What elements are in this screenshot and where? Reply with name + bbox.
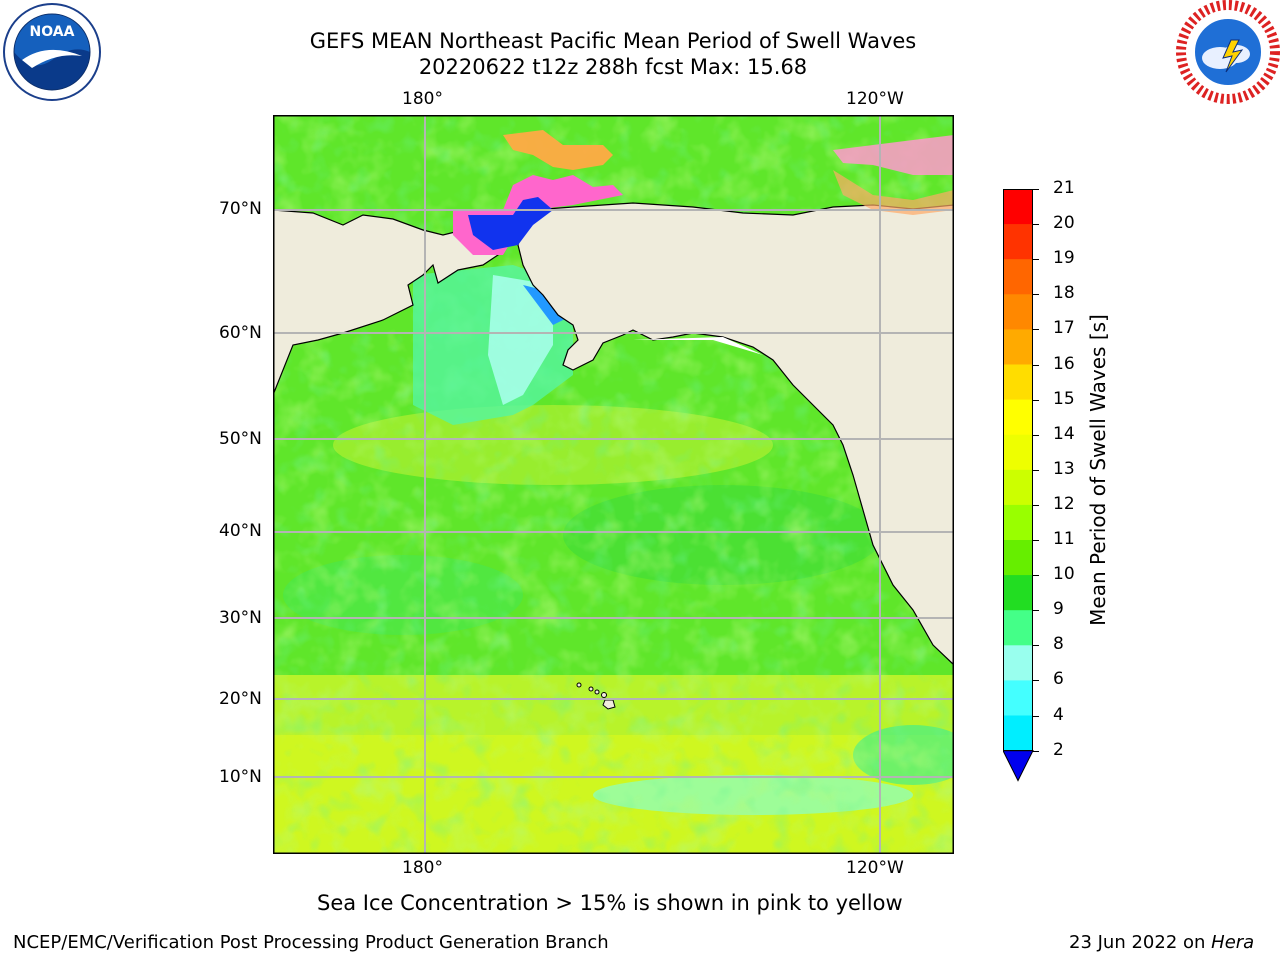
- graticule: [273, 115, 954, 854]
- chart-subtitle: 20220622 t12z 288h fcst Max: 15.68: [418, 55, 808, 79]
- colorbar-tick-label: 6: [1053, 669, 1064, 690]
- colorbar-tick-mark: [1033, 610, 1039, 612]
- colorbar-tick-mark: [1033, 540, 1039, 541]
- colorbar-label: Mean Period of Swell Waves [s]: [1086, 314, 1110, 626]
- footer-credit: NCEP/EMC/Verification Post Processing Pr…: [13, 932, 609, 953]
- colorbar-tick-label: 2: [1053, 739, 1064, 760]
- colorbar-segment: [1003, 645, 1033, 681]
- colorbar-tick-label: 10: [1053, 564, 1075, 585]
- lon-label-top-120w: 120°W: [846, 89, 904, 109]
- colorbar-border: [1003, 189, 1033, 752]
- colorbar-tick-label: 11: [1053, 529, 1075, 549]
- colorbar-segment: [1003, 364, 1033, 401]
- chart-title: GEFS MEAN Northeast Pacific Mean Period …: [309, 29, 917, 53]
- colorbar-segment: [1003, 189, 1033, 225]
- sea-ice-note: Sea Ice Concentration > 15% is shown in …: [317, 891, 903, 915]
- lat-label-40n: 40°N: [219, 521, 262, 541]
- nws-logo-icon: [1176, 0, 1280, 104]
- lat-label-50n: 50°N: [219, 429, 262, 449]
- noaa-logo-text: NOAA: [29, 24, 75, 40]
- lon-label-bottom-120w: 120°W: [846, 858, 904, 878]
- colorbar-tick-label: 17: [1053, 318, 1075, 339]
- lat-label-30n: 30°N: [219, 608, 262, 628]
- lat-label-10n: 10°N: [219, 767, 262, 787]
- colorbar-segment: [1003, 680, 1033, 716]
- colorbar-tick-label: 9: [1053, 599, 1064, 620]
- colorbar-segment: [1003, 575, 1033, 611]
- colorbar-tick-label: 8: [1053, 634, 1064, 655]
- colorbar-segment: [1003, 715, 1033, 752]
- footer-host: Hera: [1211, 932, 1255, 953]
- colorbar-segment: [1003, 259, 1033, 295]
- colorbar-tick-mark: [1033, 469, 1039, 471]
- colorbar-segment: [1003, 329, 1033, 365]
- colorbar-tick-mark: [1033, 434, 1039, 436]
- noaa-logo-icon: [3, 3, 101, 101]
- colorbar-tick-mark: [1033, 504, 1039, 506]
- colorbar-tick-label: 13: [1053, 458, 1075, 479]
- colorbar-tick-mark: [1033, 294, 1039, 296]
- colorbar-tick-mark: [1033, 224, 1039, 226]
- colorbar-tick-mark: [1033, 329, 1039, 331]
- footer-date: 23 Jun 2022 on Hera: [1069, 932, 1254, 953]
- colorbar-tick-mark: [1033, 715, 1039, 717]
- colorbar-segment: [1003, 224, 1033, 260]
- colorbar-tick-label: 4: [1053, 704, 1064, 725]
- colorbar-segment: [1003, 399, 1033, 436]
- colorbar-tick-mark: [1033, 364, 1039, 366]
- map-panel: [273, 115, 954, 854]
- lon-label-bottom-180: 180°: [402, 858, 443, 878]
- footer-date-text: 23 Jun 2022 on: [1069, 932, 1212, 953]
- lat-label-20n: 20°N: [219, 689, 262, 709]
- colorbar-tick-mark: [1033, 189, 1039, 190]
- lat-label-70n: 70°N: [219, 199, 262, 219]
- lat-label-60n: 60°N: [219, 323, 262, 343]
- colorbar-tick-label: 19: [1053, 248, 1075, 269]
- colorbar-tick-mark: [1033, 399, 1039, 401]
- colorbar-tick-mark: [1033, 750, 1039, 752]
- colorbar-tick-label: 15: [1053, 388, 1075, 409]
- colorbar-tick-mark: [1033, 645, 1039, 647]
- noaa-logo: NOAA: [2, 2, 102, 102]
- colorbar-extend-triangle: [1002, 750, 1034, 782]
- colorbar-tick-label: 14: [1053, 423, 1075, 444]
- colorbar-tick-label: 20: [1053, 213, 1075, 234]
- colorbar-segment: [1003, 504, 1033, 541]
- nws-logo: [1176, 0, 1280, 104]
- colorbar-tick-label: 16: [1053, 353, 1075, 374]
- lon-label-top-180: 180°: [402, 89, 443, 109]
- colorbar-tick-label: 18: [1053, 283, 1075, 304]
- colorbar-tick-label: 12: [1053, 493, 1075, 514]
- colorbar-scale: [1002, 189, 1034, 782]
- colorbar-segment: [1003, 469, 1033, 506]
- colorbar-segment: [1003, 610, 1033, 646]
- colorbar-tick-mark: [1033, 575, 1039, 577]
- colorbar-segment: [1003, 294, 1033, 330]
- colorbar-tick-mark: [1033, 259, 1039, 261]
- colorbar-tick-mark: [1033, 680, 1039, 682]
- colorbar: [1002, 189, 1034, 783]
- colorbar-tick-label: 21: [1053, 178, 1075, 198]
- colorbar-segment: [1003, 540, 1033, 576]
- colorbar-segment: [1003, 434, 1033, 471]
- land-siberia: [273, 209, 499, 396]
